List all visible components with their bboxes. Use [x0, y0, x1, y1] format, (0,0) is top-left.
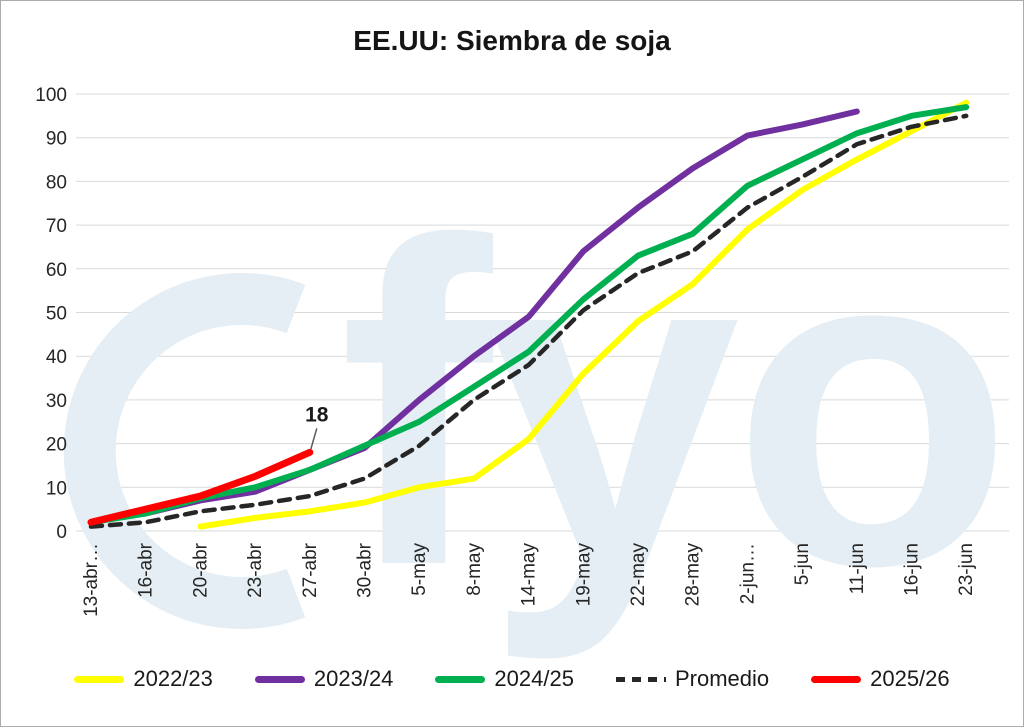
series-lines — [87, 99, 970, 530]
legend-item-2025-26: 2025/26 — [811, 666, 950, 692]
series-line-promedio — [88, 113, 969, 529]
y-axis-tick-label: 30 — [46, 391, 67, 412]
x-axis-tick-label: 14-may — [519, 543, 540, 607]
series-line-2025-26 — [87, 448, 314, 526]
x-axis-tick-label: 5-may — [409, 543, 430, 596]
y-axis-tick-label: 70 — [46, 216, 67, 237]
y-axis-tick-label: 100 — [35, 85, 67, 106]
x-axis-tick-label: 8-may — [464, 543, 485, 596]
y-axis-tick-label: 40 — [46, 347, 67, 368]
x-axis-tick-label: 19-may — [573, 543, 594, 607]
watermark-crescent-icon — [63, 273, 306, 629]
y-axis-tick-label: 50 — [46, 304, 67, 325]
x-axis-tick-label: 30-abr — [355, 542, 376, 598]
y-axis-tick-label: 0 — [56, 522, 67, 543]
x-axis-tick-label: 13-abr… — [81, 543, 102, 617]
x-axis-tick-label: 11-jun — [847, 543, 868, 594]
legend-label-2023-24: 2023/24 — [313, 666, 394, 691]
legend-item-2022-23: 2022/23 — [74, 666, 213, 692]
chart-legend: 2022/23 2023/24 2024/25 Promedio 2025/26 — [1, 657, 1023, 701]
x-axis-tick-label: 5-jun — [792, 543, 813, 585]
annotation-leader-line — [310, 428, 318, 450]
legend-swatch-promedio — [615, 676, 666, 682]
legend-item-2024-25: 2024/25 — [435, 666, 574, 692]
series-line-2023-24 — [142, 108, 860, 517]
legend-swatch-2022-23 — [74, 675, 125, 683]
legend-label-2022-23: 2022/23 — [133, 666, 213, 691]
legend-label-2024-25: 2024/25 — [494, 666, 574, 691]
y-axis-tick-label: 60 — [46, 260, 67, 281]
x-axis-tick-label: 27-abr — [300, 542, 321, 598]
legend-item-promedio: Promedio — [615, 666, 770, 692]
y-axis-tick-label: 90 — [46, 129, 67, 150]
annotation-data-label: 18 — [305, 403, 329, 426]
x-axis-tick-label: 23-jun — [956, 543, 977, 596]
x-axis-labels: 13-abr… 16-abr 20-abr 23-abr 27-abr 30-abr 5-m… — [81, 542, 977, 617]
x-axis-tick-label: 23-abr — [245, 542, 266, 598]
x-axis-tick-label: 20-abr — [190, 542, 211, 598]
watermark: fyo — [63, 148, 1013, 664]
x-axis-tick-label: 16-abr — [136, 542, 157, 598]
legend-swatch-2024-25 — [435, 675, 486, 683]
x-axis-tick-label: 28-may — [683, 543, 704, 607]
x-axis-tick-label: 22-may — [628, 543, 649, 607]
annotation-layer: 18 — [305, 403, 329, 450]
x-axis-tick-label: 2-jun… — [737, 543, 758, 604]
legend-label-promedio: Promedio — [674, 666, 770, 691]
y-axis-labels: 0 10 20 30 40 50 60 70 80 90 100 — [35, 85, 67, 543]
chart-title: EE.UU: Siembra de soja — [353, 25, 671, 56]
y-axis-tick-label: 10 — [46, 478, 67, 499]
legend-swatch-2023-24 — [254, 675, 305, 683]
y-axis-tick-label: 20 — [46, 435, 67, 456]
x-axis-tick-label: 16-jun — [902, 543, 923, 596]
series-line-2022-23 — [197, 99, 970, 530]
legend-swatch-2025-26 — [811, 675, 862, 683]
watermark-logo-text: fyo — [339, 148, 1005, 664]
legend-item-2023-24: 2023/24 — [254, 666, 394, 692]
y-axis-tick-label: 80 — [46, 172, 67, 193]
series-line-2024-25 — [88, 104, 970, 526]
legend-label-2025-26: 2025/26 — [870, 666, 950, 691]
